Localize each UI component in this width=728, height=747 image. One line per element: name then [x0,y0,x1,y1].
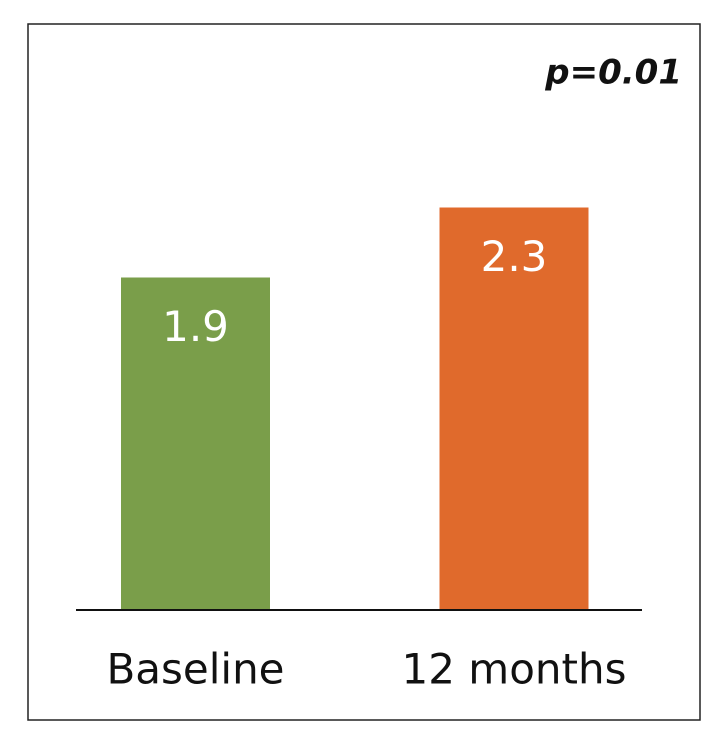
x-tick-label: Baseline [106,645,284,694]
bar [439,207,589,610]
x-tick-label: 12 months [402,645,627,694]
value-label: 2.3 [481,232,548,281]
p-value-annotation: p=0.01 [544,53,682,93]
value-label: 1.9 [162,302,229,351]
bar [121,277,270,610]
